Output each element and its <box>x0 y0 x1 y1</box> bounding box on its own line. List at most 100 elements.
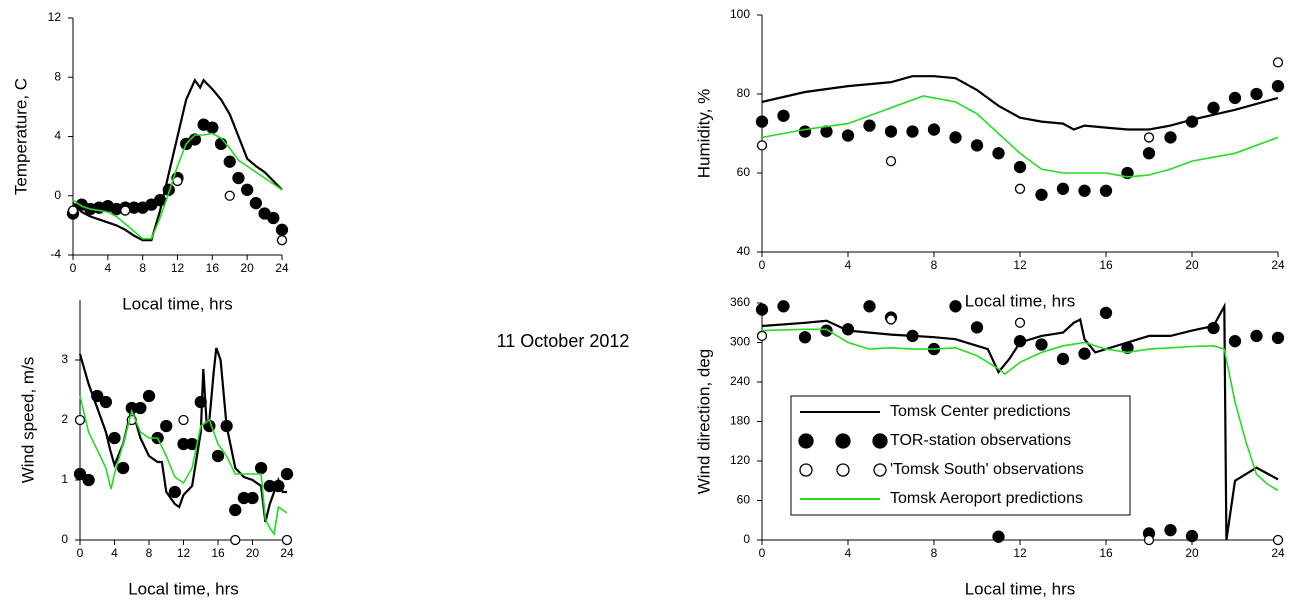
filled-marker <box>275 223 289 236</box>
x-tick-label: 0 <box>759 546 766 560</box>
legend-box <box>790 395 1131 516</box>
x-tick-label: 0 <box>759 258 766 272</box>
x-tick-label: 4 <box>845 546 852 560</box>
filled-marker <box>214 137 228 151</box>
legend-swatch <box>835 433 851 449</box>
series-line <box>72 132 283 240</box>
open-marker <box>67 205 79 216</box>
open-marker <box>224 190 235 201</box>
filled-marker <box>949 300 962 313</box>
filled-marker <box>1228 91 1242 105</box>
filled-marker <box>162 183 175 196</box>
open-marker <box>178 414 189 426</box>
x-tick-label: 0 <box>70 261 77 275</box>
filled-marker <box>841 323 855 336</box>
filled-marker <box>160 419 173 433</box>
y-tick-label: 0 <box>54 188 61 202</box>
x-axis-label: Local time, hrs <box>965 579 1076 598</box>
open-marker <box>1272 534 1284 546</box>
y-tick-label: 80 <box>737 86 751 100</box>
filled-marker <box>1185 529 1199 543</box>
filled-marker <box>1142 147 1156 160</box>
filled-marker <box>949 131 962 144</box>
x-axis-label: Local time, hrs <box>122 294 233 313</box>
filled-marker <box>1250 329 1263 343</box>
legend-swatch <box>872 433 888 449</box>
y-tick-label: 4 <box>54 129 61 143</box>
y-tick-label: 1 <box>61 472 68 486</box>
filled-marker <box>906 329 919 343</box>
filled-marker <box>777 300 790 313</box>
filled-marker <box>168 485 182 499</box>
series-line <box>72 77 283 242</box>
filled-marker <box>82 473 95 487</box>
filled-marker <box>1121 341 1134 354</box>
x-tick-label: 8 <box>931 258 938 272</box>
filled-marker <box>884 125 898 138</box>
open-marker <box>230 534 241 546</box>
filled-marker <box>798 125 812 138</box>
filled-marker <box>1164 523 1177 537</box>
filled-marker <box>1250 87 1263 101</box>
y-tick-label: 40 <box>737 244 751 258</box>
x-tick-label: 12 <box>177 546 191 560</box>
legend-label: 'Tomsk South' observations <box>890 461 1084 478</box>
filled-marker <box>153 194 167 207</box>
legend-swatch <box>798 433 814 449</box>
y-tick-label: 0 <box>743 532 750 546</box>
filled-marker <box>241 183 254 196</box>
open-marker <box>1014 183 1026 194</box>
open-marker <box>885 155 897 167</box>
x-tick-label: 24 <box>280 546 294 560</box>
filled-marker <box>1035 188 1048 201</box>
legend-swatch <box>873 463 887 477</box>
filled-marker <box>755 115 769 128</box>
y-tick-label: 240 <box>730 374 750 388</box>
y-tick-label: 180 <box>730 414 750 428</box>
filled-marker <box>99 395 113 409</box>
x-tick-label: 12 <box>171 261 185 275</box>
filled-marker <box>116 461 130 475</box>
y-axis-label: Wind direction, deg <box>694 349 713 495</box>
filled-marker <box>232 171 245 185</box>
x-tick-label: 0 <box>77 546 84 560</box>
annotation: 11 October 2012 <box>497 331 630 351</box>
series-line <box>761 75 1279 131</box>
filled-marker <box>1078 184 1091 197</box>
open-marker <box>1272 57 1284 68</box>
x-tick-label: 20 <box>240 261 254 275</box>
x-tick-label: 16 <box>211 546 225 560</box>
filled-marker <box>280 467 294 481</box>
filled-marker <box>1271 79 1285 93</box>
filled-marker <box>1185 115 1199 128</box>
filled-marker <box>1099 306 1113 320</box>
y-tick-label: 360 <box>730 295 750 309</box>
filled-marker <box>755 303 769 316</box>
filled-marker <box>249 197 263 210</box>
legend-swatch <box>799 463 813 477</box>
y-tick-label: 300 <box>730 335 750 349</box>
filled-marker <box>798 331 812 344</box>
x-tick-label: 12 <box>1013 258 1027 272</box>
filled-marker <box>229 503 242 517</box>
open-marker <box>1014 317 1026 328</box>
x-tick-label: 20 <box>1185 546 1199 560</box>
x-tick-label: 24 <box>1271 546 1285 560</box>
filled-marker <box>1164 131 1177 144</box>
filled-marker <box>970 139 984 152</box>
filled-marker <box>134 401 147 415</box>
filled-marker <box>1207 321 1220 335</box>
legend-swatch <box>836 463 850 477</box>
filled-marker <box>1207 101 1220 114</box>
series-line <box>78 347 287 523</box>
filled-marker <box>841 129 855 142</box>
legend-label: TOR-station observations <box>890 432 1071 449</box>
filled-marker <box>1056 352 1070 366</box>
filled-marker <box>220 419 233 433</box>
y-tick-label: 60 <box>737 165 751 179</box>
y-tick-label: 120 <box>730 453 750 467</box>
open-marker <box>281 534 293 546</box>
filled-marker <box>927 123 941 136</box>
y-tick-label: 100 <box>730 7 750 21</box>
